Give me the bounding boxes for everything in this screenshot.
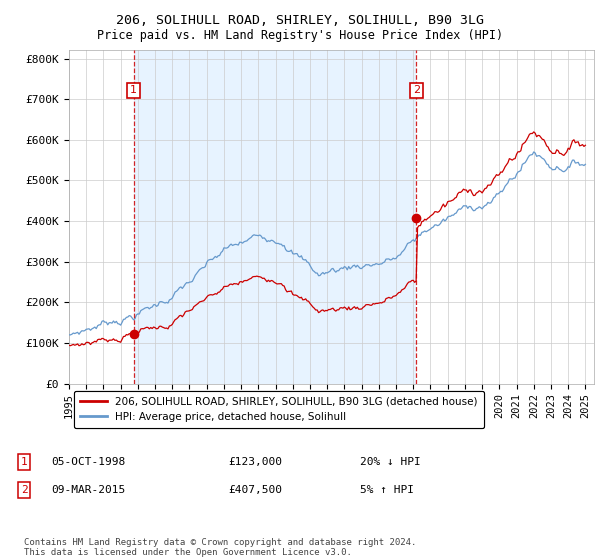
Text: 2: 2 (20, 485, 28, 495)
Text: 20% ↓ HPI: 20% ↓ HPI (360, 457, 421, 467)
Text: Contains HM Land Registry data © Crown copyright and database right 2024.
This d: Contains HM Land Registry data © Crown c… (24, 538, 416, 557)
Text: 5% ↑ HPI: 5% ↑ HPI (360, 485, 414, 495)
Text: £407,500: £407,500 (228, 485, 282, 495)
Text: £123,000: £123,000 (228, 457, 282, 467)
Bar (134, 50, 416, 384)
Text: 2: 2 (413, 85, 420, 95)
Text: 1: 1 (20, 457, 28, 467)
Text: 09-MAR-2015: 09-MAR-2015 (51, 485, 125, 495)
Text: 1: 1 (130, 85, 137, 95)
Text: Price paid vs. HM Land Registry's House Price Index (HPI): Price paid vs. HM Land Registry's House … (97, 29, 503, 42)
Text: 05-OCT-1998: 05-OCT-1998 (51, 457, 125, 467)
Text: 206, SOLIHULL ROAD, SHIRLEY, SOLIHULL, B90 3LG: 206, SOLIHULL ROAD, SHIRLEY, SOLIHULL, B… (116, 14, 484, 27)
Legend: 206, SOLIHULL ROAD, SHIRLEY, SOLIHULL, B90 3LG (detached house), HPI: Average pr: 206, SOLIHULL ROAD, SHIRLEY, SOLIHULL, B… (74, 390, 484, 428)
